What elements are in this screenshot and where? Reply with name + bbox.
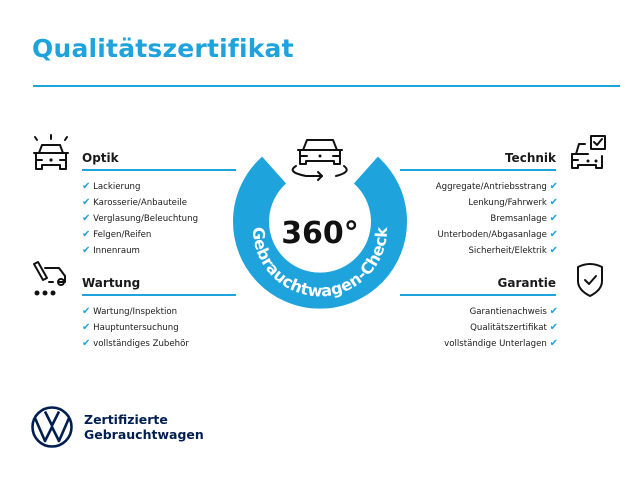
car-rotate-icon	[291, 139, 348, 181]
technik-divider	[400, 169, 556, 171]
garantie-divider	[400, 294, 556, 296]
ring-arc	[233, 156, 407, 309]
list-item: ✔ vollständiges Zubehör	[82, 338, 189, 349]
check-icon: ✔	[82, 245, 91, 256]
check-icon: ✔	[82, 338, 91, 349]
check-icon: ✔	[82, 213, 91, 224]
title-divider	[33, 85, 620, 87]
list-item: ✔ Innenraum	[82, 245, 140, 256]
optik-list: ✔ Lackierung ✔ Karosserie/Anbauteile ✔ V…	[82, 179, 198, 259]
check-icon: ✔	[549, 197, 558, 208]
brand-line1: Zertifizierte	[84, 412, 168, 427]
list-item: ✔ Lackierung	[82, 181, 141, 192]
list-item: Garantienachweis ✔	[469, 306, 558, 317]
garantie-heading: Garantie	[497, 276, 557, 290]
page-title: Qualitätszertifikat	[32, 34, 294, 63]
list-item: ✔ Felgen/Reifen	[82, 229, 152, 240]
list-item: Unterboden/Abgasanlage ✔	[437, 229, 559, 240]
garantie-list: Garantienachweis ✔ Qualitätszertifikat ✔…	[380, 304, 558, 352]
list-item: Aggregate/Antriebsstrang ✔	[435, 181, 558, 192]
list-item: ✔ Verglasung/Beleuchtung	[82, 213, 199, 224]
list-item: ✔ Wartung/Inspektion	[82, 306, 178, 317]
optik-divider	[82, 169, 236, 171]
check-360-badge: Gebrauchtwagen-Check 360°	[233, 139, 407, 309]
check-icon: ✔	[82, 181, 91, 192]
wartung-list: ✔ Wartung/Inspektion ✔ Hauptuntersuchung…	[82, 304, 189, 352]
shield-check-icon	[577, 263, 603, 297]
list-item: Qualitätszertifikat ✔	[470, 322, 558, 333]
car-lights-icon	[33, 134, 69, 170]
check-icon: ✔	[82, 197, 91, 208]
list-item: Bremsanlage ✔	[490, 213, 558, 224]
check-icon: ✔	[549, 306, 558, 317]
check-icon: ✔	[549, 229, 558, 240]
brand-line2: Gebrauchtwagen	[84, 427, 204, 442]
wartung-divider	[82, 294, 236, 296]
wartung-heading: Wartung	[82, 276, 141, 290]
technik-heading: Technik	[504, 151, 556, 165]
brand-text: Zertifizierte Gebrauchtwagen	[84, 412, 204, 442]
vw-logo	[31, 406, 73, 448]
check-icon: ✔	[549, 322, 558, 333]
list-item: vollständige Unterlagen ✔	[444, 338, 558, 349]
check-icon: ✔	[82, 229, 91, 240]
technik-list: Aggregate/Antriebsstrang ✔ Lenkung/Fahrw…	[380, 179, 558, 259]
check-icon: ✔	[82, 322, 91, 333]
check-icon: ✔	[82, 306, 91, 317]
check-icon: ✔	[549, 245, 558, 256]
car-checklist-icon	[571, 135, 606, 169]
list-item: Lenkung/Fahrwerk ✔	[468, 197, 558, 208]
degree-value: 360°	[281, 216, 359, 251]
check-icon: ✔	[549, 213, 558, 224]
list-item: ✔ Hauptuntersuchung	[82, 322, 179, 333]
check-icon: ✔	[549, 181, 558, 192]
list-item: ✔ Karosserie/Anbauteile	[82, 197, 188, 208]
optik-heading: Optik	[82, 151, 119, 165]
check-icon: ✔	[549, 338, 558, 349]
list-item: Sicherheit/Elektrik ✔	[468, 245, 558, 256]
car-service-icon	[33, 261, 66, 296]
